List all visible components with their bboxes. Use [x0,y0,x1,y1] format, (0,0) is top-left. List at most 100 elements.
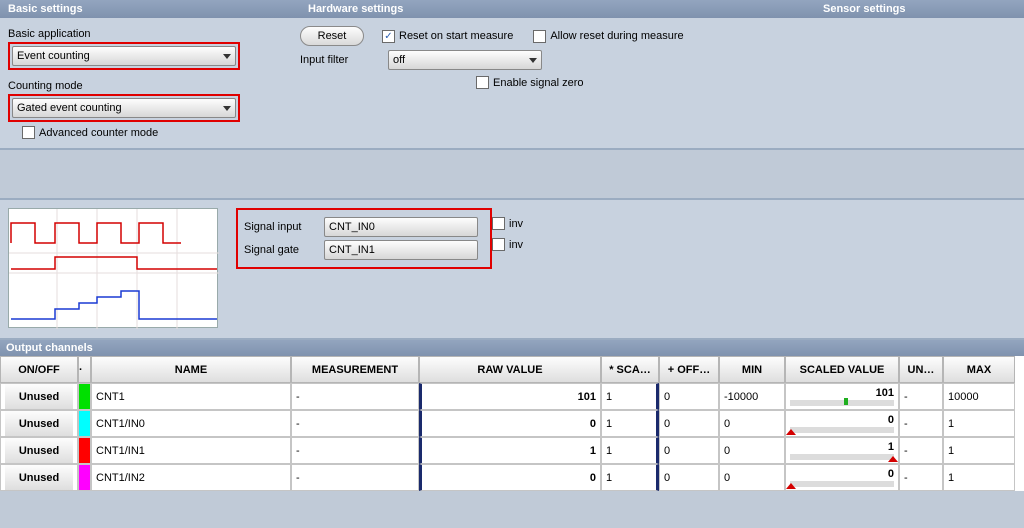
signal-panel: Signal input CNT_IN0 Signal gate CNT_IN1… [0,198,1024,338]
signal-input-label: Signal input [244,221,324,233]
raw-value-cell: 1 [419,437,601,464]
allow-reset-during-label: Allow reset during measure [550,30,683,42]
table-row: UnusedCNT1/IN1-11001-1 [0,437,1024,464]
basic-settings-column: Basic application Event counting Countin… [8,24,300,138]
settings-area: Basic application Event counting Countin… [0,18,1024,148]
measurement-cell[interactable]: - [291,464,419,491]
input-filter-value: off [393,54,405,66]
chevron-down-icon [529,58,537,63]
signal-input-value: CNT_IN0 [329,221,375,233]
col-min[interactable]: MIN [719,356,785,383]
sensor-settings-header: Sensor settings [815,1,1024,17]
color-cell[interactable] [78,464,91,491]
min-cell[interactable]: -10000 [719,383,785,410]
basic-application-dropdown[interactable]: Event counting [12,46,236,66]
signal-gate-dropdown[interactable]: CNT_IN1 [324,240,478,260]
enable-signal-zero-checkbox[interactable] [476,76,489,89]
basic-application-label: Basic application [8,28,300,40]
signal-inv-column: inv inv [492,214,523,254]
raw-value-cell: 0 [419,464,601,491]
max-cell[interactable]: 10000 [943,383,1015,410]
unit-cell[interactable]: - [899,410,943,437]
scaled-value-cell: 101 [785,383,899,410]
measurement-cell[interactable]: - [291,410,419,437]
offset-cell[interactable]: 0 [659,383,719,410]
basic-application-value: Event counting [17,50,90,62]
signal-input-inv-label: inv [509,218,523,230]
signal-gate-inv-checkbox[interactable] [492,238,505,251]
scale-cell[interactable]: 1 [601,464,659,491]
max-cell[interactable]: 1 [943,437,1015,464]
col-scaled-value[interactable]: SCALED VALUE [785,356,899,383]
col-unit[interactable]: UN… [899,356,943,383]
offset-cell[interactable]: 0 [659,410,719,437]
hardware-settings-column: Reset Reset on start measure Allow reset… [300,24,810,138]
name-cell[interactable]: CNT1/IN1 [91,437,291,464]
waveform-svg [9,209,219,329]
counting-mode-highlight: Gated event counting [8,94,240,122]
scale-cell[interactable]: 1 [601,410,659,437]
onoff-cell[interactable]: Unused [0,437,78,464]
col-offset[interactable]: + OFF… [659,356,719,383]
col-max[interactable]: MAX [943,356,1015,383]
col-scale[interactable]: * SCA… [601,356,659,383]
offset-cell[interactable]: 0 [659,464,719,491]
offset-cell[interactable]: 0 [659,437,719,464]
max-cell[interactable]: 1 [943,464,1015,491]
col-onoff[interactable]: ON/OFF [0,356,78,383]
min-cell[interactable]: 0 [719,410,785,437]
col-name[interactable]: NAME [91,356,291,383]
unit-cell[interactable]: - [899,383,943,410]
col-color[interactable]: · [78,356,91,383]
counting-mode-dropdown[interactable]: Gated event counting [12,98,236,118]
color-cell[interactable] [78,383,91,410]
hardware-settings-header: Hardware settings [300,1,815,17]
max-cell[interactable]: 1 [943,410,1015,437]
raw-value-cell: 0 [419,410,601,437]
output-grid: ON/OFF · NAME MEASUREMENT RAW VALUE * SC… [0,356,1024,491]
scale-cell[interactable]: 1 [601,383,659,410]
color-cell[interactable] [78,437,91,464]
table-row: UnusedCNT1/IN2-01000-1 [0,464,1024,491]
onoff-cell[interactable]: Unused [0,383,78,410]
signal-input-inv-checkbox[interactable] [492,217,505,230]
grid-header-row: ON/OFF · NAME MEASUREMENT RAW VALUE * SC… [0,356,1024,383]
name-cell[interactable]: CNT1 [91,383,291,410]
signal-gate-value: CNT_IN1 [329,244,375,256]
signal-fields-highlight: Signal input CNT_IN0 Signal gate CNT_IN1 [236,208,492,269]
col-measurement[interactable]: MEASUREMENT [291,356,419,383]
min-cell[interactable]: 0 [719,464,785,491]
allow-reset-during-checkbox[interactable] [533,30,546,43]
name-cell[interactable]: CNT1/IN2 [91,464,291,491]
signal-gate-inv-label: inv [509,239,523,251]
reset-on-start-checkbox[interactable] [382,30,395,43]
reset-button[interactable]: Reset [300,26,364,46]
input-filter-dropdown[interactable]: off [388,50,542,70]
signal-input-dropdown[interactable]: CNT_IN0 [324,217,478,237]
chevron-down-icon [223,54,231,59]
unit-cell[interactable]: - [899,464,943,491]
measurement-cell[interactable]: - [291,383,419,410]
scaled-value-cell: 0 [785,464,899,491]
onoff-cell[interactable]: Unused [0,464,78,491]
advanced-counter-mode-checkbox[interactable] [22,126,35,139]
scale-cell[interactable]: 1 [601,437,659,464]
enable-signal-zero-label: Enable signal zero [493,77,584,89]
scaled-value-cell: 0 [785,410,899,437]
measurement-cell[interactable]: - [291,437,419,464]
unit-cell[interactable]: - [899,437,943,464]
onoff-cell[interactable]: Unused [0,410,78,437]
counting-mode-value: Gated event counting [17,102,122,114]
reset-on-start-label: Reset on start measure [399,30,513,42]
name-cell[interactable]: CNT1/IN0 [91,410,291,437]
signal-gate-label: Signal gate [244,244,324,256]
basic-application-highlight: Event counting [8,42,240,70]
advanced-counter-mode-label: Advanced counter mode [39,127,158,139]
mid-spacer [0,148,1024,198]
chevron-down-icon [223,106,231,111]
basic-settings-header: Basic settings [0,1,300,17]
min-cell[interactable]: 0 [719,437,785,464]
raw-value-cell: 101 [419,383,601,410]
color-cell[interactable] [78,410,91,437]
col-raw-value[interactable]: RAW VALUE [419,356,601,383]
